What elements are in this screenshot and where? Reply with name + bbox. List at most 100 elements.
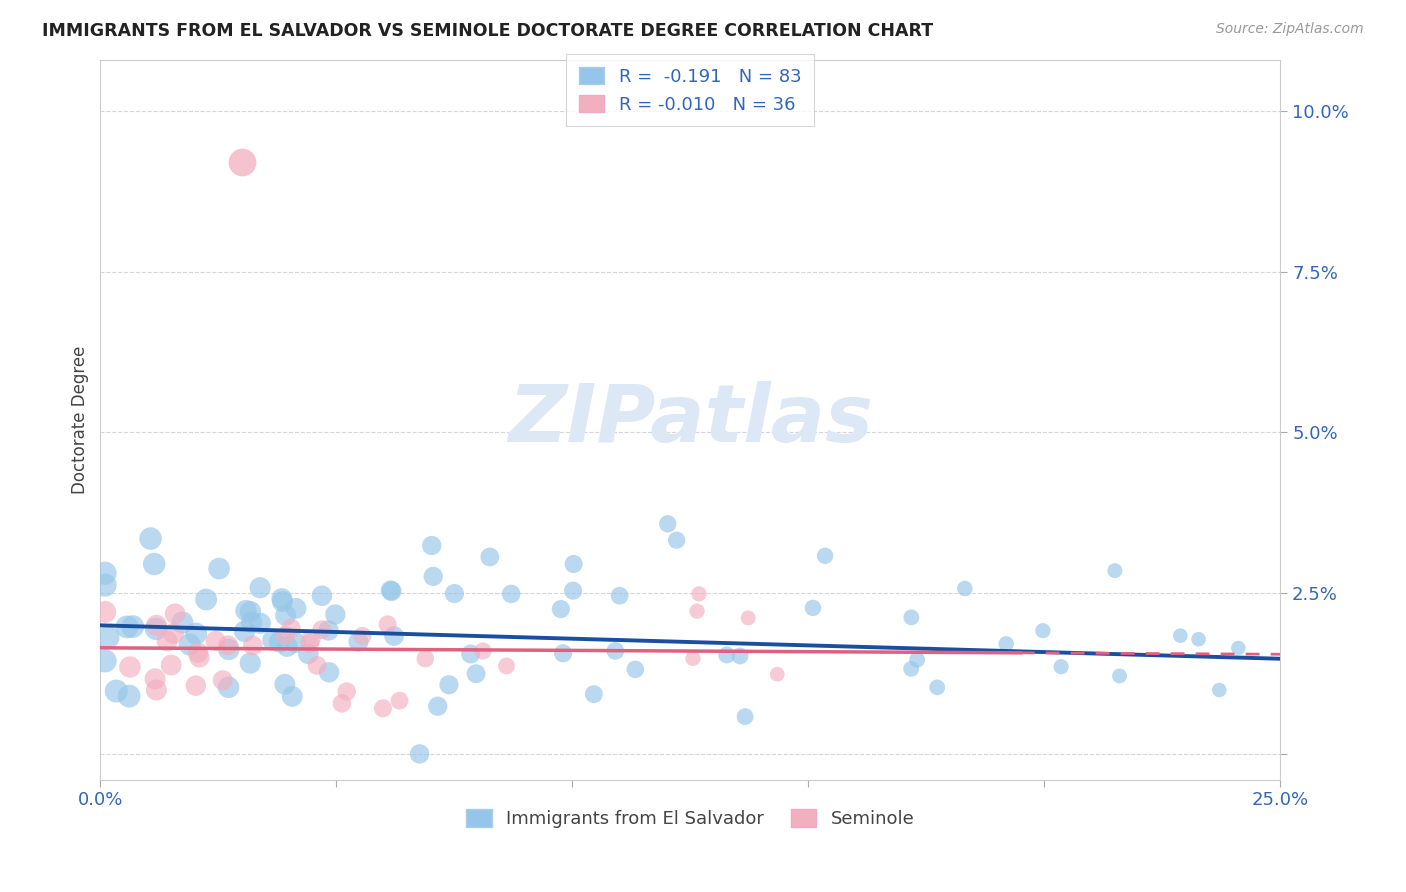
Point: [270, 591, 292, 606]
Point: [609, 589, 631, 603]
Point: [501, 587, 523, 601]
Point: [1168, 629, 1191, 643]
Point: [927, 681, 949, 695]
Point: [380, 583, 402, 598]
Point: [143, 672, 166, 686]
Point: [274, 677, 297, 691]
Point: [1108, 669, 1130, 683]
Point: [269, 635, 291, 649]
Legend: Immigrants from El Salvador, Seminole: Immigrants from El Salvador, Seminole: [458, 802, 921, 836]
Point: [437, 678, 460, 692]
Point: [139, 532, 162, 546]
Point: [562, 583, 585, 598]
Point: [184, 679, 207, 693]
Point: [218, 681, 240, 695]
Point: [665, 533, 688, 548]
Point: [165, 607, 187, 621]
Point: [233, 624, 256, 639]
Point: [156, 634, 179, 648]
Point: [160, 658, 183, 673]
Point: [716, 648, 738, 662]
Point: [239, 605, 262, 619]
Point: [682, 651, 704, 665]
Point: [217, 638, 239, 652]
Point: [299, 632, 322, 646]
Point: [953, 582, 976, 596]
Point: [311, 623, 333, 637]
Point: [900, 610, 922, 624]
Text: Source: ZipAtlas.com: Source: ZipAtlas.com: [1216, 22, 1364, 37]
Point: [162, 626, 184, 640]
Y-axis label: Doctorate Degree: Doctorate Degree: [72, 345, 89, 494]
Point: [211, 673, 233, 688]
Point: [297, 647, 319, 661]
Point: [443, 586, 465, 600]
Point: [766, 667, 789, 681]
Point: [276, 640, 298, 654]
Point: [371, 701, 394, 715]
Point: [1104, 564, 1126, 578]
Point: [1050, 659, 1073, 673]
Point: [249, 616, 271, 631]
Point: [187, 646, 209, 660]
Point: [318, 624, 340, 638]
Point: [415, 651, 437, 665]
Point: [801, 601, 824, 615]
Point: [814, 549, 837, 563]
Point: [905, 653, 928, 667]
Text: IMMIGRANTS FROM EL SALVADOR VS SEMINOLE DOCTORATE DEGREE CORRELATION CHART: IMMIGRANTS FROM EL SALVADOR VS SEMINOLE …: [42, 22, 934, 40]
Point: [118, 660, 141, 674]
Point: [460, 647, 482, 661]
Point: [145, 683, 167, 698]
Point: [472, 644, 495, 658]
Point: [143, 557, 166, 571]
Point: [1032, 624, 1054, 638]
Point: [186, 626, 208, 640]
Point: [382, 629, 405, 643]
Point: [195, 592, 218, 607]
Point: [231, 155, 253, 169]
Point: [495, 659, 517, 673]
Point: [1227, 640, 1250, 655]
Point: [105, 684, 128, 698]
Point: [325, 607, 347, 622]
Point: [1208, 683, 1230, 698]
Point: [995, 637, 1018, 651]
Point: [734, 709, 756, 723]
Point: [352, 629, 374, 643]
Point: [242, 639, 264, 653]
Point: [330, 697, 353, 711]
Point: [218, 642, 240, 657]
Point: [179, 638, 201, 652]
Point: [208, 561, 231, 575]
Point: [688, 587, 710, 601]
Point: [284, 635, 307, 649]
Point: [562, 557, 585, 571]
Point: [115, 620, 138, 634]
Point: [94, 654, 117, 668]
Point: [377, 617, 399, 632]
Point: [274, 608, 297, 623]
Point: [204, 634, 226, 648]
Point: [307, 658, 329, 673]
Point: [145, 622, 167, 636]
Point: [1187, 632, 1209, 647]
Point: [311, 589, 333, 603]
Point: [145, 618, 167, 632]
Point: [336, 684, 359, 698]
Point: [280, 621, 302, 635]
Point: [318, 665, 340, 680]
Point: [285, 601, 308, 615]
Point: [249, 581, 271, 595]
Point: [900, 662, 922, 676]
Point: [274, 629, 297, 643]
Point: [686, 604, 709, 618]
Point: [624, 662, 647, 676]
Point: [94, 566, 117, 581]
Point: [235, 604, 257, 618]
Point: [271, 594, 294, 608]
Text: ZIPatlas: ZIPatlas: [508, 381, 873, 458]
Point: [347, 634, 370, 648]
Point: [478, 549, 501, 564]
Point: [408, 747, 430, 761]
